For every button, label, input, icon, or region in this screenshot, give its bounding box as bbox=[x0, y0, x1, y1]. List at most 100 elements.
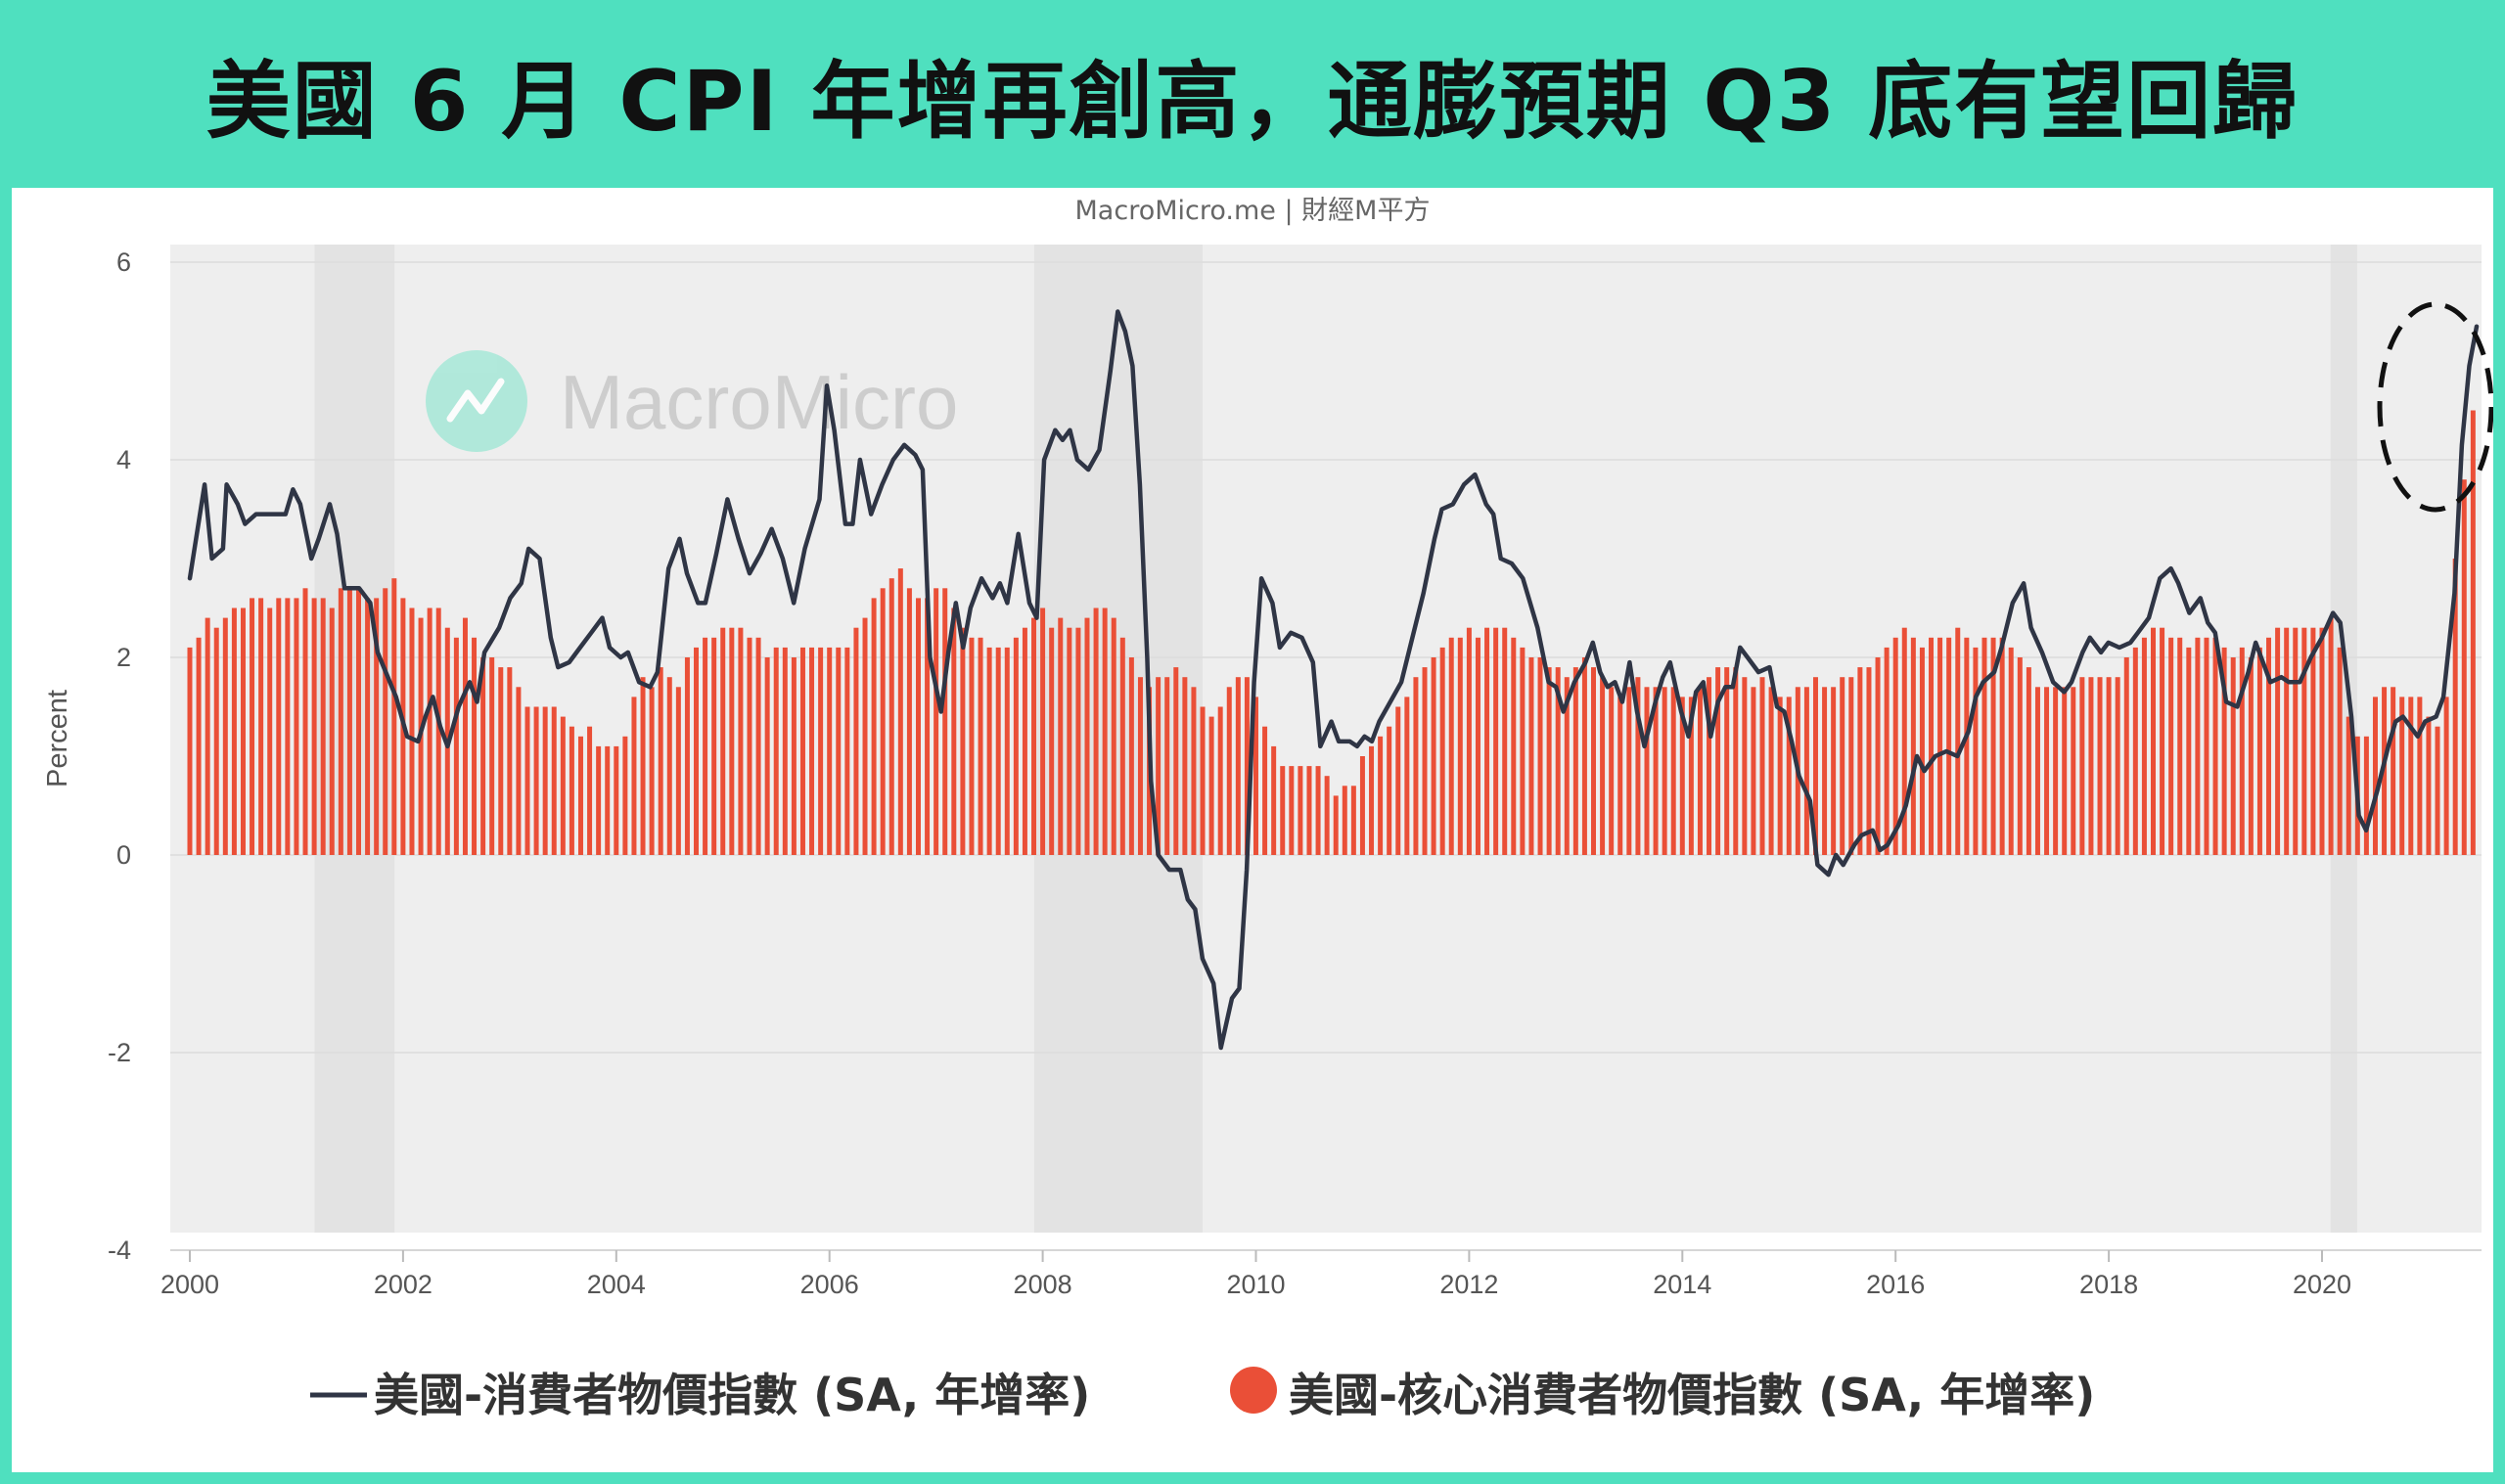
y-tick-label: 4 bbox=[116, 445, 131, 474]
core-cpi-bar bbox=[1040, 607, 1046, 855]
core-cpi-bar bbox=[1395, 706, 1401, 855]
core-cpi-bar bbox=[383, 588, 388, 855]
core-cpi-bar bbox=[2435, 726, 2440, 855]
core-cpi-bar bbox=[2266, 637, 2272, 855]
core-cpi-bar bbox=[2346, 716, 2351, 855]
core-cpi-bar bbox=[1484, 627, 1490, 855]
core-cpi-bar bbox=[1555, 667, 1561, 855]
core-cpi-bar bbox=[969, 637, 975, 855]
core-cpi-bar bbox=[1013, 637, 1019, 855]
core-cpi-bar bbox=[2123, 657, 2129, 855]
core-cpi-bar bbox=[258, 598, 264, 855]
core-cpi-bar bbox=[2008, 647, 2014, 855]
x-tick-label: 2008 bbox=[1014, 1270, 1072, 1299]
core-cpi-bar bbox=[995, 647, 1001, 855]
core-cpi-bar bbox=[587, 726, 593, 855]
core-cpi-bar bbox=[2195, 637, 2201, 855]
core-cpi-bar bbox=[596, 745, 602, 855]
core-cpi-bar bbox=[2399, 697, 2405, 855]
core-cpi-bar bbox=[187, 647, 193, 855]
core-cpi-bar bbox=[2160, 627, 2165, 855]
core-cpi-bar bbox=[649, 687, 655, 855]
core-cpi-bar bbox=[1929, 637, 1935, 855]
core-cpi-bar bbox=[809, 647, 815, 855]
core-cpi-bar bbox=[605, 745, 611, 855]
core-cpi-bar bbox=[951, 607, 957, 855]
core-cpi-bar bbox=[1679, 697, 1685, 855]
core-cpi-bar bbox=[880, 588, 886, 855]
core-cpi-bar bbox=[267, 607, 273, 855]
core-cpi-bar bbox=[1022, 627, 1027, 855]
core-cpi-bar bbox=[1831, 687, 1837, 855]
core-cpi-bar bbox=[356, 588, 361, 855]
core-cpi-bar bbox=[489, 657, 495, 855]
core-cpi-bar bbox=[1431, 657, 1436, 855]
core-cpi-bar bbox=[1626, 687, 1632, 855]
core-cpi-bar bbox=[222, 617, 228, 855]
core-cpi-bar bbox=[1768, 687, 1774, 855]
core-cpi-bar bbox=[1448, 637, 1454, 855]
core-cpi-bar bbox=[906, 588, 912, 855]
core-cpi-bar bbox=[1724, 667, 1730, 855]
core-cpi-bar bbox=[2337, 647, 2343, 855]
core-cpi-bar bbox=[569, 726, 574, 855]
core-cpi-bar bbox=[1981, 637, 1987, 855]
core-cpi-bar bbox=[524, 706, 530, 855]
core-cpi-bar bbox=[2443, 697, 2449, 855]
core-cpi-bar bbox=[1840, 677, 1845, 855]
core-cpi-bar bbox=[2284, 627, 2290, 855]
core-cpi-bar bbox=[1751, 687, 1756, 855]
core-cpi-bar bbox=[614, 745, 619, 855]
core-cpi-bar bbox=[453, 637, 459, 855]
core-cpi-bar bbox=[897, 568, 903, 855]
x-tick-label: 2014 bbox=[1653, 1270, 1711, 1299]
core-cpi-bar bbox=[720, 627, 726, 855]
core-cpi-bar bbox=[1306, 766, 1312, 855]
core-cpi-bar bbox=[462, 617, 468, 855]
core-cpi-bar bbox=[1502, 627, 1508, 855]
core-cpi-bar bbox=[1289, 766, 1295, 855]
core-cpi-bar bbox=[1803, 687, 1809, 855]
core-cpi-bar bbox=[1173, 667, 1179, 855]
core-cpi-bar bbox=[1919, 647, 1925, 855]
core-cpi-bar bbox=[2391, 687, 2396, 855]
core-cpi-bar bbox=[1688, 697, 1694, 855]
core-cpi-bar bbox=[1280, 766, 1286, 855]
core-cpi-bar bbox=[703, 637, 708, 855]
core-cpi-bar bbox=[1422, 667, 1428, 855]
core-cpi-bar bbox=[1964, 637, 1970, 855]
core-cpi-bar bbox=[2106, 677, 2112, 855]
core-cpi-bar bbox=[311, 598, 317, 855]
core-cpi-bar bbox=[2151, 627, 2156, 855]
watermark-chart-icon bbox=[446, 378, 505, 423]
core-cpi-bar bbox=[551, 706, 557, 855]
core-cpi-bar bbox=[773, 647, 779, 855]
core-cpi-bar bbox=[1191, 687, 1197, 855]
core-cpi-bar bbox=[675, 687, 681, 855]
core-cpi-bar bbox=[205, 617, 210, 855]
core-cpi-bar bbox=[2141, 637, 2147, 855]
core-cpi-bar bbox=[666, 677, 672, 855]
core-cpi-bar bbox=[1653, 687, 1659, 855]
core-cpi-bar bbox=[2461, 479, 2467, 855]
core-cpi-bar bbox=[1067, 627, 1072, 855]
x-tick-label: 2020 bbox=[2293, 1270, 2351, 1299]
core-cpi-bar bbox=[1111, 617, 1116, 855]
core-cpi-bar bbox=[738, 627, 744, 855]
core-cpi-bar bbox=[1084, 617, 1090, 855]
core-cpi-bar bbox=[1786, 697, 1792, 855]
core-cpi-bar bbox=[1182, 677, 1188, 855]
core-cpi-bar bbox=[2248, 657, 2254, 855]
core-cpi-bar bbox=[1226, 687, 1232, 855]
core-cpi-bar bbox=[2363, 736, 2369, 855]
core-cpi-bar bbox=[365, 598, 371, 855]
core-cpi-bar bbox=[507, 667, 513, 855]
core-cpi-bar bbox=[1475, 637, 1480, 855]
core-cpi-bar bbox=[1315, 766, 1321, 855]
core-cpi-bar bbox=[1857, 667, 1863, 855]
core-cpi-bar bbox=[1253, 697, 1258, 855]
cpi-line-layer bbox=[187, 309, 2480, 1051]
page-title: 美國 6 月 CPI 年增再創高，通膨預期 Q3 底有望回歸 bbox=[205, 52, 2300, 151]
core-cpi-bar bbox=[1662, 687, 1667, 855]
core-cpi-bar bbox=[1200, 706, 1206, 855]
